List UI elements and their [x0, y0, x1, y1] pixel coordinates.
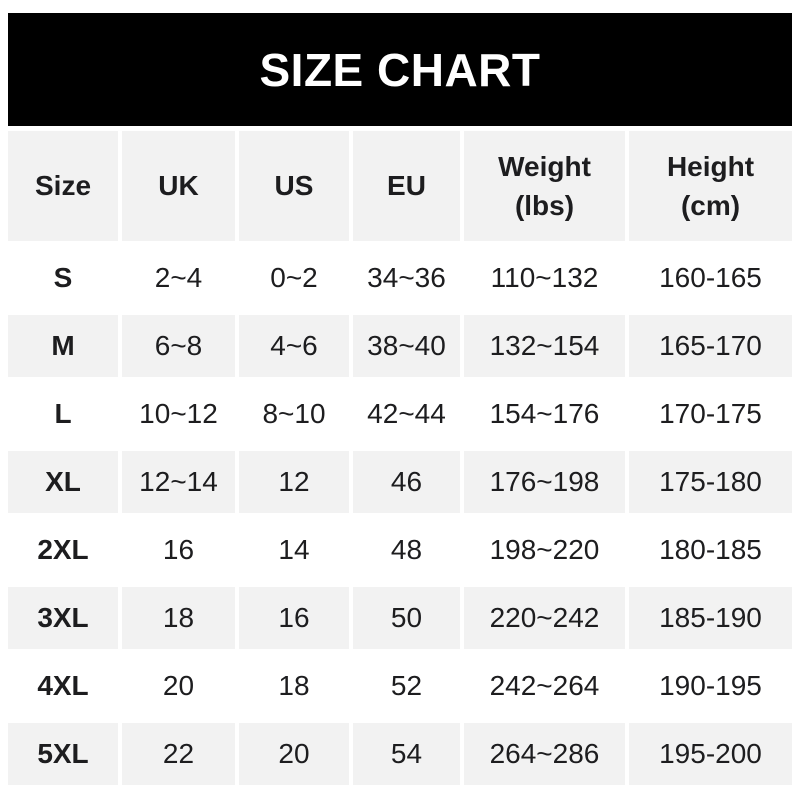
cell-us: 20: [239, 723, 349, 785]
cell-height: 160-165: [629, 247, 792, 309]
cell-eu: 52: [353, 655, 460, 717]
row-label: XL: [8, 451, 118, 513]
column-header-eu: EU: [353, 131, 460, 241]
row-label: 3XL: [8, 587, 118, 649]
cell-height: 165-170: [629, 315, 792, 377]
cell-eu: 42~44: [353, 383, 460, 445]
weight-unit: (lbs): [514, 190, 575, 221]
cell-height: 180-185: [629, 519, 792, 581]
cell-weight: 154~176: [464, 383, 625, 445]
cell-us: 18: [239, 655, 349, 717]
cell-us: 8~10: [239, 383, 349, 445]
cell-uk: 12~14: [122, 451, 235, 513]
cell-uk: 18: [122, 587, 235, 649]
cell-us: 0~2: [239, 247, 349, 309]
column-header-us: US: [239, 131, 349, 241]
cell-us: 14: [239, 519, 349, 581]
row-label: L: [8, 383, 118, 445]
cell-eu: 46: [353, 451, 460, 513]
cell-weight: 264~286: [464, 723, 625, 785]
title-banner: SIZE CHART: [8, 13, 792, 126]
cell-height: 185-190: [629, 587, 792, 649]
cell-uk: 20: [122, 655, 235, 717]
cell-weight: 176~198: [464, 451, 625, 513]
row-label: 4XL: [8, 655, 118, 717]
cell-height: 195-200: [629, 723, 792, 785]
cell-weight: 110~132: [464, 247, 625, 309]
page-title: SIZE CHART: [259, 43, 541, 96]
cell-uk: 22: [122, 723, 235, 785]
row-label: M: [8, 315, 118, 377]
column-header-height: Height (cm): [629, 131, 792, 241]
cell-uk: 10~12: [122, 383, 235, 445]
cell-weight: 220~242: [464, 587, 625, 649]
cell-height: 175-180: [629, 451, 792, 513]
cell-weight: 242~264: [464, 655, 625, 717]
cell-uk: 16: [122, 519, 235, 581]
size-table: Size UK US EU Weight (lbs) Height (cm) S…: [8, 131, 792, 785]
cell-uk: 2~4: [122, 247, 235, 309]
cell-us: 12: [239, 451, 349, 513]
cell-height: 190-195: [629, 655, 792, 717]
column-header-uk: UK: [122, 131, 235, 241]
cell-uk: 6~8: [122, 315, 235, 377]
row-label: 2XL: [8, 519, 118, 581]
cell-eu: 34~36: [353, 247, 460, 309]
cell-weight: 198~220: [464, 519, 625, 581]
column-header-weight: Weight (lbs): [464, 131, 625, 241]
cell-eu: 54: [353, 723, 460, 785]
row-label: 5XL: [8, 723, 118, 785]
weight-label: Weight: [498, 150, 591, 182]
cell-weight: 132~154: [464, 315, 625, 377]
cell-eu: 50: [353, 587, 460, 649]
cell-eu: 48: [353, 519, 460, 581]
height-unit: (cm): [680, 190, 741, 221]
column-header-size: Size: [8, 131, 118, 241]
cell-height: 170-175: [629, 383, 792, 445]
cell-us: 16: [239, 587, 349, 649]
height-label: Height: [666, 150, 755, 182]
cell-us: 4~6: [239, 315, 349, 377]
cell-eu: 38~40: [353, 315, 460, 377]
row-label: S: [8, 247, 118, 309]
